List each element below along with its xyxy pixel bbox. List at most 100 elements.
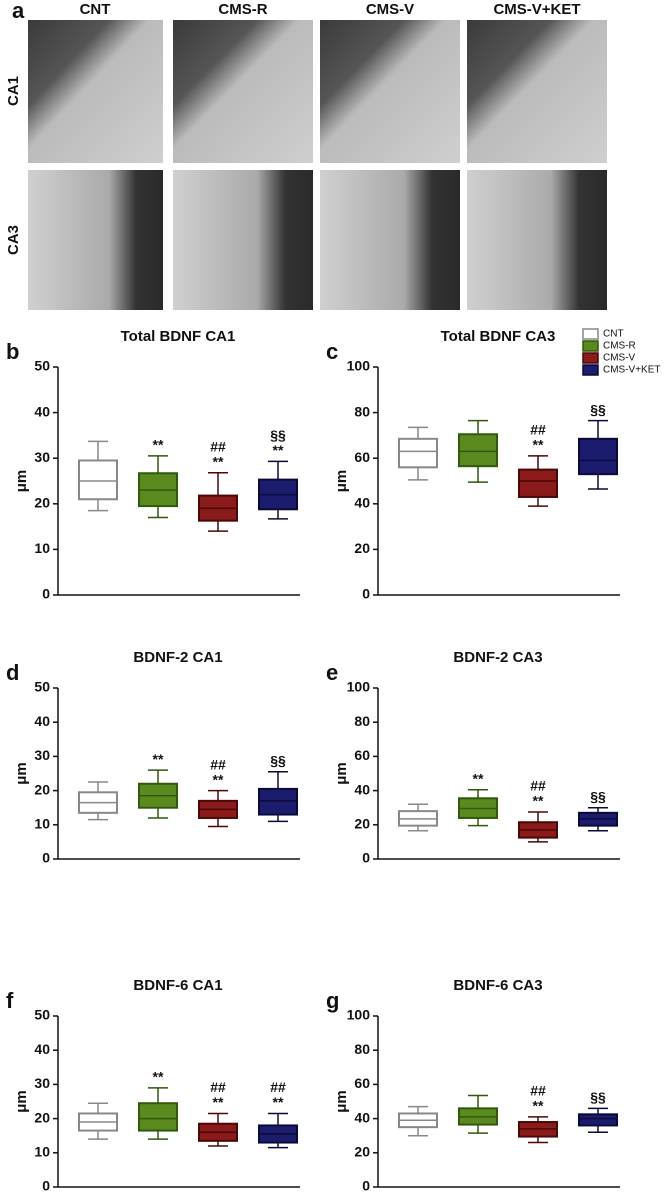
chart-title: Total BDNF CA1	[121, 328, 236, 345]
column-label: CMS-V+KET	[493, 1, 580, 18]
chart-title: BDNF-6 CA3	[453, 977, 542, 994]
y-tick-label: 60	[354, 747, 370, 763]
y-axis-label: μm	[333, 1090, 350, 1113]
significance: ##	[270, 1079, 286, 1095]
y-tick-label: 50	[34, 1007, 50, 1023]
significance: **	[153, 1069, 164, 1085]
box	[578, 1113, 618, 1127]
y-tick-label: 80	[354, 403, 370, 419]
panel-letter: f	[6, 988, 14, 1013]
y-tick-label: 20	[34, 495, 50, 511]
panel-letter: c	[326, 339, 338, 364]
significance: **	[533, 1098, 544, 1114]
y-tick-label: 40	[34, 713, 50, 729]
chart-title: BDNF-6 CA1	[133, 977, 222, 994]
y-axis-label: μm	[13, 762, 30, 785]
column-label: CMS-V	[366, 1, 414, 18]
y-tick-label: 20	[34, 781, 50, 797]
significance: **	[213, 1094, 224, 1110]
significance: **	[273, 442, 284, 458]
significance: ##	[530, 422, 546, 438]
box	[458, 433, 498, 468]
y-tick-label: 10	[34, 540, 50, 556]
y-tick-label: 30	[34, 747, 50, 763]
micrograph	[28, 20, 163, 163]
row-label: CA3	[5, 225, 22, 255]
y-axis-label: μm	[13, 470, 30, 493]
y-tick-label: 10	[34, 816, 50, 832]
significance: **	[213, 453, 224, 469]
box	[78, 459, 118, 501]
y-tick-label: 50	[34, 358, 50, 374]
legend-label: CMS-V	[603, 353, 636, 364]
y-tick-label: 20	[34, 1109, 50, 1125]
box	[138, 1102, 178, 1132]
y-tick-label: 0	[42, 1178, 50, 1192]
significance: §§	[590, 1089, 606, 1105]
y-tick-label: 0	[42, 850, 50, 866]
significance: §§	[270, 427, 286, 443]
y-tick-label: 20	[354, 540, 370, 556]
box	[578, 437, 618, 476]
significance: ##	[210, 756, 226, 772]
micrograph	[320, 170, 460, 310]
significance: **	[473, 770, 484, 786]
significance: **	[153, 751, 164, 767]
significance: **	[273, 1094, 284, 1110]
y-tick-label: 60	[354, 1075, 370, 1091]
panel-letter: d	[6, 660, 19, 685]
y-tick-label: 100	[347, 1007, 371, 1023]
legend-swatch	[582, 352, 599, 364]
significance: **	[533, 437, 544, 453]
significance: ##	[530, 1083, 546, 1099]
chart-title: BDNF-2 CA1	[133, 649, 222, 666]
row-label: CA1	[5, 76, 22, 106]
micrograph	[320, 20, 460, 163]
legend-swatch	[582, 364, 599, 376]
box	[398, 437, 438, 469]
panel-letter: g	[326, 988, 339, 1013]
legend-swatch	[582, 340, 599, 352]
column-label: CMS-R	[218, 1, 267, 18]
micrograph	[467, 20, 607, 163]
chart-title: Total BDNF CA3	[441, 328, 556, 345]
chart-title: BDNF-2 CA3	[453, 649, 542, 666]
y-tick-label: 0	[362, 850, 370, 866]
legend-label: CMS-R	[603, 341, 636, 352]
micrographs	[28, 20, 607, 310]
significance: §§	[590, 401, 606, 417]
significance: ##	[210, 438, 226, 454]
significance: ##	[210, 1079, 226, 1095]
y-tick-label: 60	[354, 449, 370, 465]
y-tick-label: 40	[34, 1041, 50, 1057]
y-tick-label: 40	[34, 403, 50, 419]
y-tick-label: 40	[354, 1109, 370, 1125]
micrograph	[28, 170, 163, 310]
significance: **	[533, 793, 544, 809]
column-label: CNT	[80, 1, 111, 18]
legend-label: CMS-V+KET	[603, 365, 661, 376]
panel-letter: e	[326, 660, 338, 685]
y-axis-label: μm	[333, 762, 350, 785]
panel-letter: b	[6, 339, 19, 364]
y-tick-label: 80	[354, 1041, 370, 1057]
micrograph	[173, 170, 313, 310]
legend-swatch	[582, 328, 599, 340]
y-tick-label: 10	[34, 1144, 50, 1160]
box	[518, 468, 558, 498]
significance: §§	[590, 788, 606, 804]
y-tick-label: 20	[354, 1144, 370, 1160]
y-tick-label: 30	[34, 449, 50, 465]
box	[258, 787, 298, 816]
y-tick-label: 20	[354, 816, 370, 832]
y-tick-label: 80	[354, 713, 370, 729]
y-tick-label: 100	[347, 358, 371, 374]
y-tick-label: 30	[34, 1075, 50, 1091]
significance: ##	[530, 778, 546, 794]
y-axis-label: μm	[13, 1090, 30, 1113]
y-axis-label: μm	[333, 470, 350, 493]
y-tick-label: 0	[362, 586, 370, 602]
significance: §§	[270, 752, 286, 768]
micrograph	[173, 20, 313, 163]
